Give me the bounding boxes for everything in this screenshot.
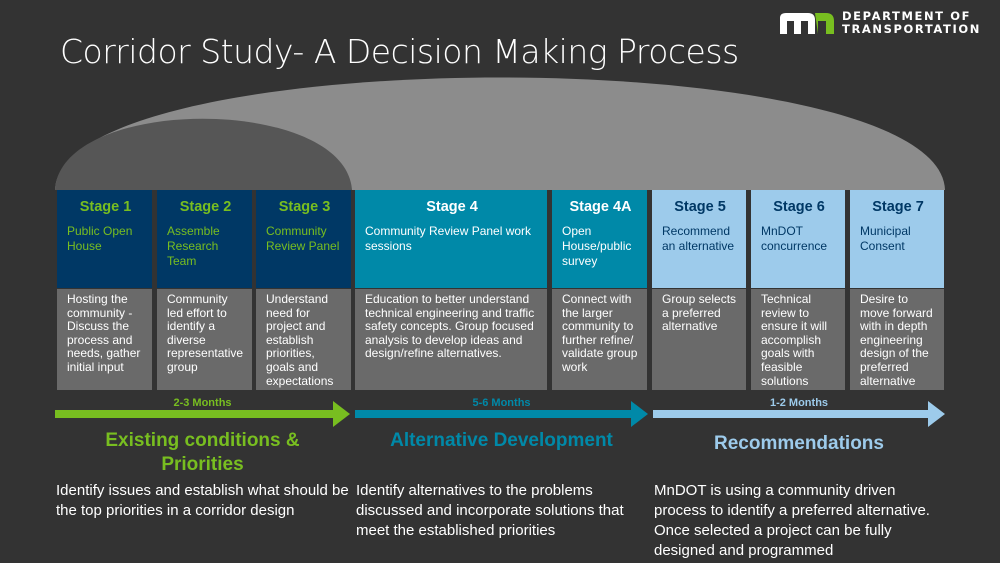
phase-1-title: Existing conditions & Priorities (105, 430, 300, 475)
phase-3-duration: 1-2 Months (769, 397, 829, 409)
stage-label: Stage 4A (569, 199, 632, 215)
phase-3-title: Recommendations (714, 433, 884, 454)
arrow-green (55, 401, 350, 427)
stage-description: Technical review to ensure it will accom… (751, 289, 845, 390)
stage-label: Stage 4 (426, 199, 478, 215)
stage-description: Desire to move forward with in depth eng… (850, 289, 944, 390)
stage-label: Stage 3 (278, 199, 331, 215)
stage-label: Stage 7 (872, 199, 924, 215)
arrow-teal (355, 401, 648, 427)
stage-4a: Stage 4A Open House/public survey Connect… (552, 190, 647, 390)
stage-description: Education to better understand technical… (355, 289, 547, 390)
stage-label: Stage 2 (179, 199, 232, 215)
stage-label: Stage 1 (79, 199, 132, 215)
stage-description: Community led effort to identify a diver… (157, 289, 252, 390)
small-arc (55, 118, 352, 190)
stage-3: Stage 3 Community Review Panel Understand… (256, 190, 351, 390)
stage-7: Stage 7 Municipal Consent Desire to move … (850, 190, 944, 390)
stage-subtitle: Assemble Research Team (167, 224, 220, 268)
stage-2: Stage 2 Assemble Research Team Community … (157, 190, 252, 390)
stage-1: Stage 1 Public Open House Hosting the com… (57, 190, 152, 390)
mn-logo-mark-icon (780, 13, 834, 34)
stage-subtitle: Municipal Consent (860, 224, 911, 253)
phase-3-description: MnDOT is using a community driven proces… (654, 482, 930, 559)
logo-line-2: TRANSPORTATION (842, 22, 981, 36)
phase-1-duration: 2-3 Months (173, 397, 232, 409)
stage-4: Stage 4 Community Review Panel work sessi… (355, 190, 547, 390)
stage-description: Understand need for project and establis… (256, 289, 351, 390)
stage-subtitle: Public Open House (67, 224, 133, 253)
stage-5: Stage 5 Recommend an alternative Group se… (652, 190, 746, 390)
page-title: Corridor Study- A Decision Making Proces… (60, 32, 739, 71)
phase-1-description: Identify issues and establish what shoul… (56, 482, 349, 519)
phase-2-description: Identify alternatives to the problems di… (356, 482, 624, 539)
arrow-light-blue (653, 401, 945, 427)
stage-description: Connect with the larger community to fur… (552, 289, 647, 390)
stage-label: Stage 5 (674, 199, 726, 215)
stage-description: Group selects a preferred alternative (652, 289, 746, 390)
stage-subtitle: Community Review Panel (266, 224, 340, 253)
phase-2-duration: 5-6 Months (472, 397, 531, 409)
phase-2-title: Alternative Development (390, 430, 613, 451)
stage-subtitle: Community Review Panel work sessions (365, 224, 532, 253)
stage-description: Hosting the community - Discuss the proc… (57, 289, 152, 390)
logo-line-1: DEPARTMENT OF (842, 9, 972, 23)
stage-subtitle: Recommend an alternative (662, 224, 735, 253)
stage-6: Stage 6 MnDOT concurrence Technical revie… (751, 190, 845, 390)
mndot-logo: DEPARTMENT OF TRANSPORTATION (778, 10, 981, 36)
stage-label: Stage 6 (773, 199, 825, 215)
stage-subtitle: Open House/public survey (562, 224, 632, 268)
stage-subtitle: MnDOT concurrence (761, 224, 828, 253)
